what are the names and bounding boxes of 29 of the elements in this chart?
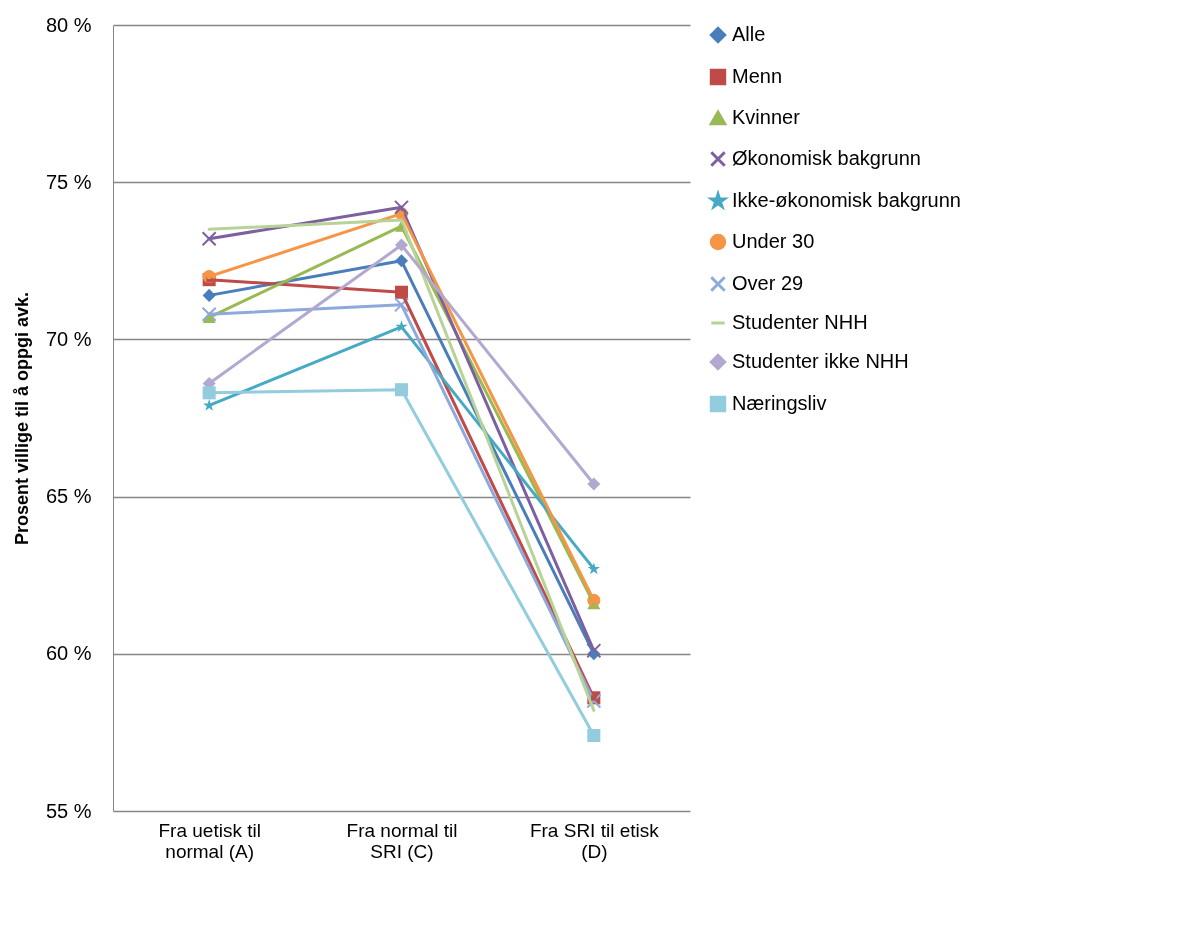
legend-label: Menn [732,65,783,87]
point [393,199,410,215]
y-axis-title: Prosent villige til å oppgi avk. [11,291,32,546]
legend-label: Alle [732,23,766,45]
point [393,297,410,313]
y-tick-label: 55 % [45,799,92,822]
point [586,693,602,709]
legend-label: Kvinner [732,106,801,128]
x-tick-label: Fra normal til SRI (C) [346,819,458,862]
point [587,729,601,743]
legend-label: Under 30 [732,230,815,252]
legend-label: Ikke-økonomisk bakgrunn [732,189,961,211]
y-tick-label: 70 % [45,327,92,350]
x-tick-label: Fra uetisk til normal (A) [158,819,261,862]
legend-label: Studenter ikke NHH [732,350,909,372]
point [202,288,216,302]
point [586,643,602,659]
legend-label: Studenter NHH [732,311,868,333]
y-tick-label: 75 % [45,170,92,193]
point [201,231,217,247]
point [201,306,217,322]
legend-label: Over 29 [732,272,804,294]
legend-label: Økonomisk bakgrunn [732,147,921,169]
legend-label: Næringsliv [732,392,827,414]
y-tick-label: 80 % [45,13,92,36]
y-tick-label: 60 % [45,642,92,665]
point [202,386,216,400]
y-tick-label: 65 % [45,485,92,508]
x-tick-label: Fra SRI til etisk (D) [529,819,660,862]
